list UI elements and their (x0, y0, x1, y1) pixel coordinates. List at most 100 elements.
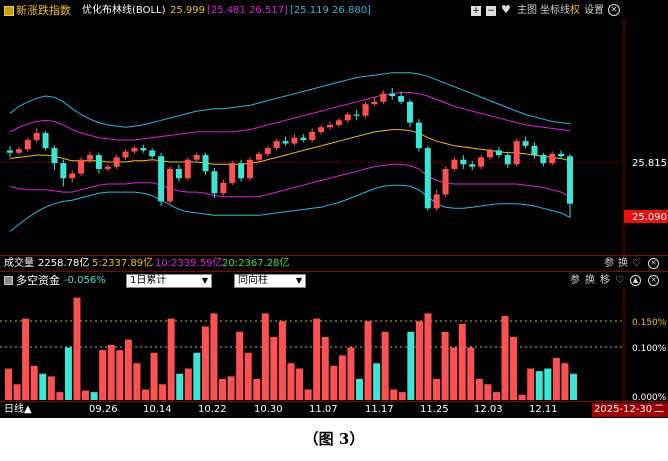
candle-body (433, 194, 440, 209)
stock-chart-window: 新涨跌指数 优化布林线(BOLL) 25.999 [25.481 26.517]… (0, 0, 668, 418)
candle-body (87, 155, 93, 160)
candle-body (558, 153, 565, 157)
flow-bar (13, 384, 21, 400)
flow-bar (424, 313, 432, 400)
main-chart-button[interactable]: 主图 (517, 5, 537, 16)
flow-up-icon[interactable]: ▲ (630, 275, 641, 286)
flow-bar (270, 337, 278, 400)
boll-mid-line (9, 129, 571, 165)
accumulate-dropdown[interactable]: 1日累计 ▼ (126, 274, 212, 288)
candle-body (469, 164, 476, 167)
flow-bar (176, 373, 184, 400)
candle-body (95, 155, 102, 169)
date-label: 11.07 (309, 404, 338, 415)
index-title[interactable]: 新涨跌指数 (16, 4, 71, 17)
date-bar: 日线▲ 09.26 10.14 10.22 10.30 11.07 11.17 … (0, 401, 668, 418)
candle-body (33, 133, 40, 140)
candle-body (149, 150, 156, 157)
flow-header: 多空资金 -0.056% 1日累计 ▼ 同向柱 ▼ 参 换 移 ♡ ▲ ✕ (0, 271, 668, 289)
candle-body (78, 159, 85, 174)
flow-bar (321, 337, 329, 400)
flow-bar (561, 363, 569, 400)
candle-body (513, 141, 520, 165)
flow-bar (159, 384, 167, 400)
flow-switch-button[interactable]: 换 (585, 275, 595, 286)
candle-body (167, 168, 173, 202)
flow-bar (107, 344, 115, 400)
flow-bar (475, 379, 483, 400)
flow-bar (407, 331, 415, 400)
date-label: 11.17 (365, 404, 394, 415)
candle-body (282, 141, 289, 144)
flow-move-button[interactable]: 移 (600, 275, 610, 286)
flow-gear-icon[interactable] (4, 276, 13, 285)
current-price-label: 25.815 (632, 158, 667, 169)
date-label: 12.03 (474, 404, 503, 415)
flow-bar (167, 318, 175, 400)
coordinate-button[interactable]: 坐标线 (540, 5, 570, 16)
flow-params-button[interactable]: 参 (570, 275, 580, 286)
add-icon[interactable]: + (471, 6, 481, 16)
candle-body (202, 155, 209, 172)
candle-body (567, 156, 573, 204)
volume-switch-button[interactable]: 换 (618, 258, 628, 269)
flow-bar (210, 313, 218, 400)
flow-title[interactable]: 多空资金 (16, 274, 60, 287)
gear-box-icon[interactable] (4, 6, 14, 16)
flow-bar (492, 392, 500, 400)
flow-bar (381, 331, 389, 400)
candle-body (175, 168, 182, 179)
period-toggle[interactable]: 日线▲ (4, 404, 32, 415)
flow-bar (364, 321, 372, 400)
boll-outer-values: [25.119 26.880] (290, 5, 371, 16)
candle-body (451, 159, 458, 169)
volume-label[interactable]: 成交量 (4, 258, 34, 269)
flow-bar (458, 323, 466, 400)
flow-tick-000: 0.000% (632, 393, 667, 401)
volume-ma20: 20:2367.28亿 (222, 258, 290, 269)
candle-body (255, 153, 262, 160)
boll-inner-values: [25.481 26.517] (207, 5, 288, 16)
date-label: 10.30 (254, 404, 283, 415)
flow-heart-icon[interactable]: ♡ (615, 275, 624, 286)
rights-button[interactable]: 权 (570, 5, 580, 16)
accumulate-dropdown-value: 1日累计 (130, 275, 167, 286)
boll-bands (9, 72, 571, 232)
candle-body (549, 153, 556, 164)
boll-outer-lower-line (9, 184, 571, 232)
candle-body (389, 93, 396, 96)
flow-bar (544, 368, 552, 400)
date-label: 12.11 (529, 404, 558, 415)
date-label: 10.22 (198, 404, 227, 415)
flow-bar (150, 352, 158, 400)
date-label: 11.25 (420, 404, 449, 415)
candle-body (371, 101, 378, 105)
flow-bar (141, 389, 149, 400)
candle-body (495, 150, 502, 156)
candle-body (51, 148, 58, 164)
bar-mode-dropdown[interactable]: 同向柱 ▼ (234, 274, 306, 288)
volume-heart-icon[interactable]: ♡ (632, 258, 641, 269)
close-icon[interactable]: ✕ (608, 4, 620, 16)
candle-body (335, 120, 342, 125)
flow-tick-150: 0.150% (632, 318, 667, 328)
flow-bar (433, 379, 441, 400)
flow-bar (73, 297, 81, 400)
minus-icon[interactable]: − (486, 6, 496, 16)
settings-button[interactable]: 设置 (584, 5, 604, 16)
flow-bar (287, 363, 295, 400)
flow-bar (133, 363, 141, 400)
indicator-name[interactable]: 优化布林线(BOLL) (82, 5, 166, 16)
flow-bar (338, 355, 346, 400)
flow-bar (124, 339, 132, 400)
volume-params-button[interactable]: 参 (604, 258, 614, 269)
flow-bar (552, 358, 560, 400)
flow-bar (90, 392, 98, 400)
flow-bar (184, 368, 192, 400)
candle-body (184, 159, 191, 179)
last-price-tag (624, 210, 668, 223)
favorite-heart-icon[interactable]: ♥ (501, 3, 511, 16)
flow-bar (518, 394, 526, 400)
flow-close-icon[interactable]: ✕ (648, 275, 659, 286)
volume-close-icon[interactable]: ✕ (648, 258, 659, 269)
